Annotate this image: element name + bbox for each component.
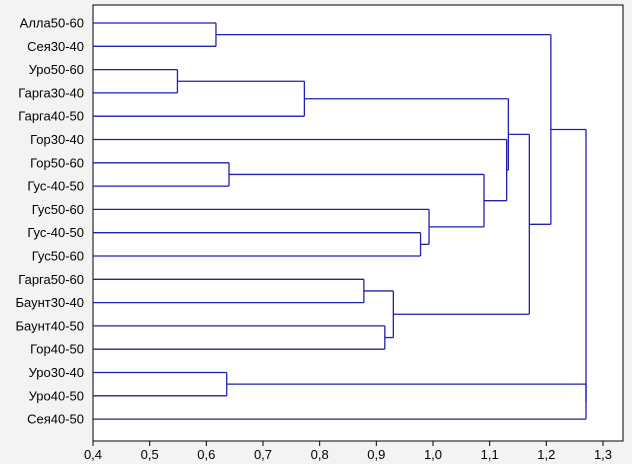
x-tick-label: 1,2 [537,447,555,462]
leaf-label: Гор40-50 [30,342,84,357]
leaf-label: Гор50-60 [30,155,84,170]
x-tick-label: 0,4 [84,447,102,462]
leaf-label: Гус-40-50 [27,225,84,240]
x-tick-label: 1,0 [424,447,442,462]
leaf-label: Гус-40-50 [27,179,84,194]
leaf-label: Уро40-50 [29,388,84,403]
leaf-labels: Алла50-60 Сея30-40 Уро50-60 Гарга30-40 Гарга… [16,16,85,427]
x-tick-label: 0,6 [197,447,215,462]
x-tick-label: 1,3 [594,447,612,462]
leaf-label: Гор30-40 [30,132,84,147]
leaf-label: Сея30-40 [27,39,84,54]
leaf-label: Гарга40-50 [18,109,84,124]
plot-area [92,4,624,442]
leaf-label: Алла50-60 [20,16,84,31]
leaf-label: Баунт30-40 [16,295,85,310]
leaf-label: Сея40-50 [27,412,84,427]
leaf-label: Гус50-60 [32,249,84,264]
x-tick-label: 0,9 [367,447,385,462]
leaf-label: Гарга30-40 [18,85,84,100]
dendrogram-links [93,22,587,420]
x-tick-label: 0,8 [311,447,329,462]
leaf-label: Гарга50-60 [18,272,84,287]
x-tick-label: 0,5 [141,447,159,462]
x-tick-label: 0,7 [254,447,272,462]
leaf-label: Уро30-40 [29,365,84,380]
x-axis: 0,4 0,5 0,6 0,7 0,8 0,9 1,0 1,1 1,2 1,3 [84,441,612,462]
leaf-label: Баунт40-50 [16,318,85,333]
x-tick-label: 1,1 [481,447,499,462]
leaf-label: Уро50-60 [29,62,84,77]
leaf-label: Гус50-60 [32,202,84,217]
